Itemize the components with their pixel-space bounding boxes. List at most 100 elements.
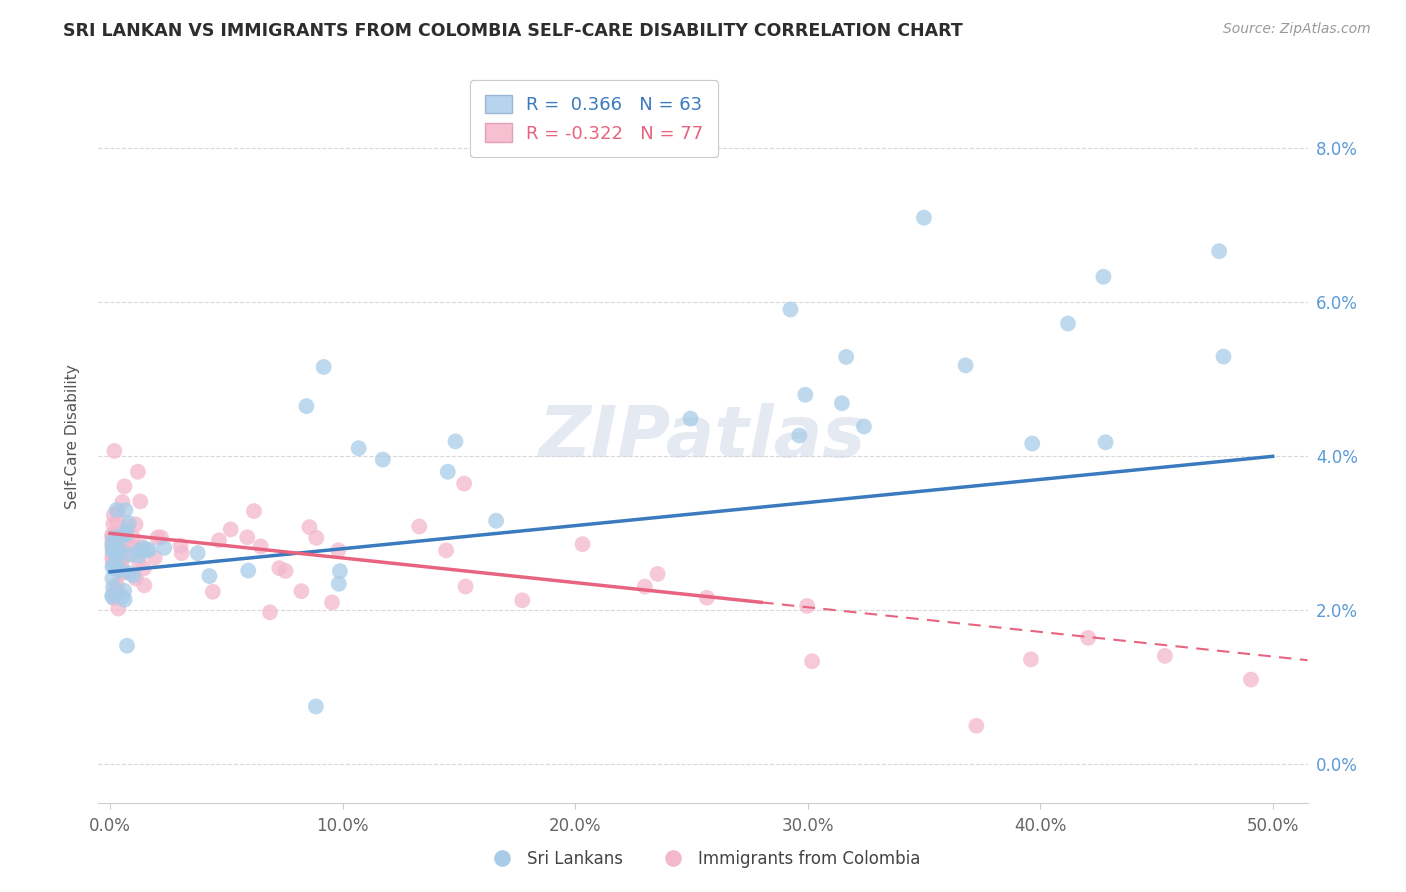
Sri Lankans — [187, 546, 209, 560]
Immigrants from Colombia — [120, 539, 142, 553]
Immigrants from Colombia — [131, 540, 153, 554]
Immigrants from Colombia — [149, 530, 172, 544]
Sri Lankans — [779, 302, 801, 317]
Immigrants from Colombia — [1240, 673, 1263, 687]
Sri Lankans — [912, 211, 935, 225]
Immigrants from Colombia — [105, 578, 128, 592]
Sri Lankans — [831, 396, 853, 410]
Immigrants from Colombia — [290, 584, 312, 599]
Immigrants from Colombia — [274, 564, 297, 578]
Immigrants from Colombia — [101, 532, 124, 546]
Immigrants from Colombia — [305, 531, 328, 545]
Sri Lankans — [112, 583, 135, 598]
Immigrants from Colombia — [101, 557, 124, 571]
Legend: R =  0.366   N = 63, R = -0.322   N = 77: R = 0.366 N = 63, R = -0.322 N = 77 — [470, 80, 718, 157]
Sri Lankans — [103, 531, 125, 545]
Immigrants from Colombia — [1077, 631, 1099, 645]
Sri Lankans — [835, 350, 858, 364]
Sri Lankans — [111, 590, 134, 604]
Y-axis label: Self-Care Disability: Self-Care Disability — [65, 365, 80, 509]
Immigrants from Colombia — [801, 654, 824, 668]
Sri Lankans — [679, 411, 702, 425]
Sri Lankans — [108, 541, 131, 556]
Immigrants from Colombia — [125, 572, 148, 586]
Sri Lankans — [101, 571, 124, 585]
Immigrants from Colombia — [259, 605, 281, 619]
Immigrants from Colombia — [105, 553, 128, 567]
Immigrants from Colombia — [121, 530, 143, 544]
Immigrants from Colombia — [110, 566, 132, 581]
Immigrants from Colombia — [103, 532, 125, 546]
Immigrants from Colombia — [101, 527, 124, 541]
Sri Lankans — [238, 564, 260, 578]
Text: SRI LANKAN VS IMMIGRANTS FROM COLOMBIA SELF-CARE DISABILITY CORRELATION CHART: SRI LANKAN VS IMMIGRANTS FROM COLOMBIA S… — [63, 22, 963, 40]
Sri Lankans — [105, 549, 128, 564]
Immigrants from Colombia — [115, 519, 138, 533]
Immigrants from Colombia — [965, 719, 987, 733]
Immigrants from Colombia — [105, 515, 128, 529]
Sri Lankans — [118, 548, 141, 562]
Immigrants from Colombia — [107, 601, 129, 615]
Immigrants from Colombia — [208, 533, 231, 548]
Sri Lankans — [105, 557, 128, 571]
Immigrants from Colombia — [434, 543, 457, 558]
Immigrants from Colombia — [103, 517, 125, 532]
Sri Lankans — [789, 428, 811, 442]
Sri Lankans — [347, 442, 370, 456]
Immigrants from Colombia — [105, 585, 128, 599]
Sri Lankans — [312, 359, 335, 374]
Sri Lankans — [444, 434, 467, 449]
Immigrants from Colombia — [128, 554, 150, 568]
Sri Lankans — [118, 566, 141, 581]
Sri Lankans — [329, 564, 352, 578]
Immigrants from Colombia — [129, 494, 152, 508]
Immigrants from Colombia — [408, 519, 430, 533]
Immigrants from Colombia — [146, 530, 169, 544]
Immigrants from Colombia — [571, 537, 593, 551]
Sri Lankans — [101, 559, 124, 574]
Sri Lankans — [138, 542, 160, 557]
Sri Lankans — [371, 452, 394, 467]
Sri Lankans — [955, 359, 977, 373]
Immigrants from Colombia — [1019, 652, 1042, 666]
Immigrants from Colombia — [111, 495, 134, 509]
Immigrants from Colombia — [201, 584, 224, 599]
Sri Lankans — [115, 639, 138, 653]
Legend: Sri Lankans, Immigrants from Colombia: Sri Lankans, Immigrants from Colombia — [479, 844, 927, 875]
Sri Lankans — [101, 581, 124, 595]
Immigrants from Colombia — [132, 561, 155, 575]
Sri Lankans — [114, 503, 136, 517]
Immigrants from Colombia — [219, 522, 242, 536]
Sri Lankans — [1021, 436, 1043, 450]
Immigrants from Colombia — [328, 543, 350, 558]
Immigrants from Colombia — [103, 591, 125, 606]
Immigrants from Colombia — [101, 538, 124, 552]
Sri Lankans — [198, 569, 221, 583]
Immigrants from Colombia — [236, 530, 259, 544]
Sri Lankans — [1092, 269, 1115, 284]
Sri Lankans — [132, 541, 155, 555]
Immigrants from Colombia — [269, 561, 291, 575]
Immigrants from Colombia — [112, 479, 135, 493]
Sri Lankans — [118, 516, 141, 531]
Immigrants from Colombia — [111, 564, 134, 578]
Immigrants from Colombia — [243, 504, 266, 518]
Sri Lankans — [1094, 435, 1116, 450]
Immigrants from Colombia — [110, 558, 132, 572]
Sri Lankans — [114, 524, 136, 539]
Sri Lankans — [436, 465, 458, 479]
Immigrants from Colombia — [143, 550, 166, 565]
Immigrants from Colombia — [103, 508, 125, 522]
Sri Lankans — [1212, 350, 1234, 364]
Immigrants from Colombia — [101, 552, 124, 566]
Sri Lankans — [105, 541, 128, 556]
Immigrants from Colombia — [103, 444, 125, 458]
Sri Lankans — [122, 568, 145, 582]
Immigrants from Colombia — [454, 580, 477, 594]
Immigrants from Colombia — [104, 551, 127, 566]
Immigrants from Colombia — [634, 580, 657, 594]
Immigrants from Colombia — [112, 565, 135, 579]
Sri Lankans — [101, 541, 124, 556]
Immigrants from Colombia — [321, 595, 343, 609]
Sri Lankans — [101, 590, 124, 604]
